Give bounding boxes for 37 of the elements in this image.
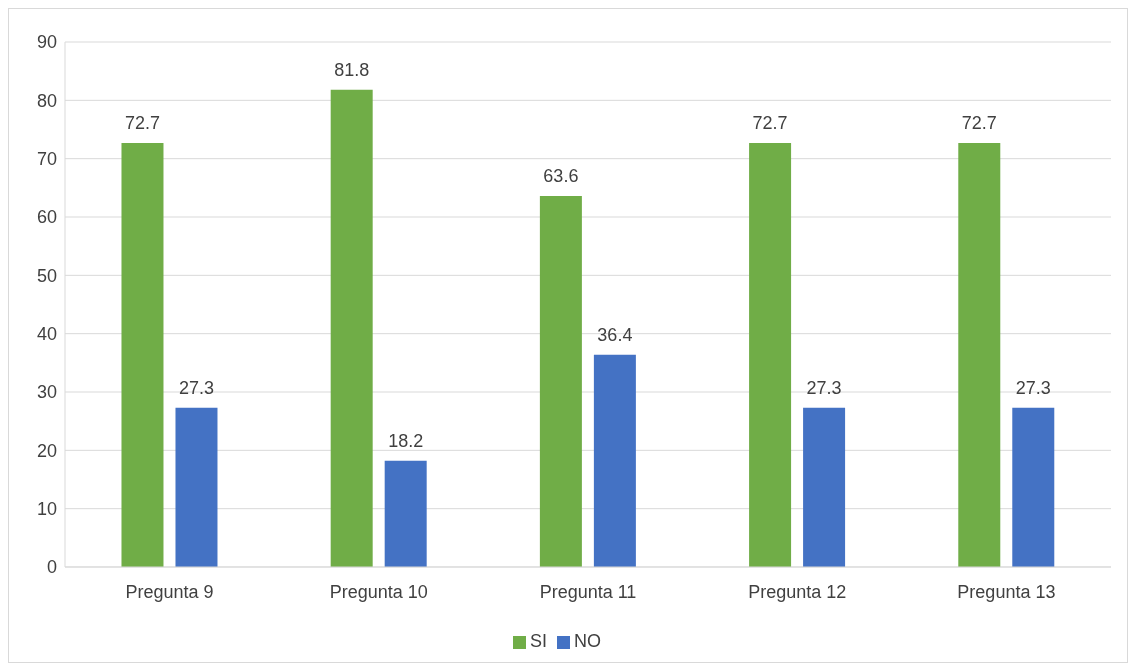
data-label: 81.8 [334, 59, 370, 80]
data-label: 27.3 [178, 377, 215, 398]
data-label: 18.2 [388, 430, 424, 451]
x-tick-label: Pregunta 12 [748, 581, 847, 602]
data-label: 36.4 [597, 324, 633, 345]
y-tick-label: 40 [36, 324, 57, 345]
data-label: 72.7 [752, 112, 788, 133]
data-label: 72.7 [124, 112, 161, 133]
y-tick-label: 50 [36, 265, 57, 286]
bar [539, 196, 582, 567]
y-tick-label: 30 [36, 382, 57, 403]
legend-label: SI [529, 631, 547, 651]
y-tick-label: 60 [36, 207, 57, 228]
data-label: 27.3 [1015, 377, 1051, 398]
bar [749, 142, 792, 567]
bar [121, 142, 164, 567]
bar [958, 142, 1001, 567]
y-tick-label: 80 [36, 90, 57, 111]
bar [384, 460, 427, 567]
bar [803, 407, 846, 567]
data-label: 72.7 [961, 112, 997, 133]
data-label: 63.6 [543, 166, 579, 186]
bar [1012, 407, 1055, 567]
x-tick-label: Pregunta 11 [539, 581, 637, 602]
y-tick-label: 90 [36, 32, 57, 53]
bar [330, 89, 373, 567]
y-tick-label: 0 [46, 557, 57, 578]
x-tick-label: Pregunta 13 [957, 581, 1056, 602]
legend-label: NO [574, 631, 601, 651]
x-tick-label: Pregunta 9 [125, 581, 214, 602]
y-tick-label: 10 [36, 499, 57, 520]
bar [175, 407, 218, 567]
y-tick-label: 70 [36, 149, 57, 170]
y-tick-label: 20 [36, 440, 57, 461]
x-tick-label: Pregunta 10 [329, 581, 428, 602]
data-label: 27.3 [806, 377, 842, 398]
bar [593, 354, 636, 567]
